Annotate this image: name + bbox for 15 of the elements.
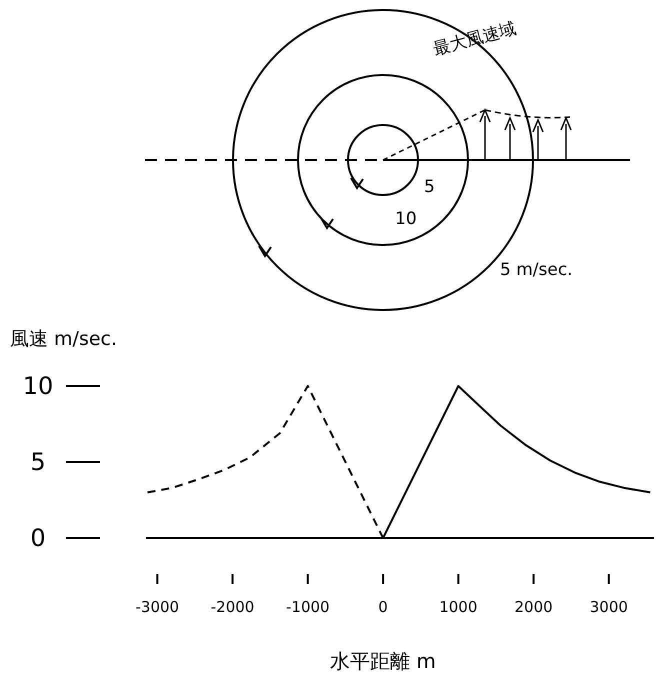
- y-tick-label: 5: [30, 448, 46, 476]
- x-tick-label: -3000: [135, 598, 180, 616]
- y-tick-label: 10: [22, 372, 54, 400]
- text: 5: [424, 177, 435, 197]
- x-tick-label: 0: [378, 598, 388, 616]
- x-tick-label: 2000: [514, 598, 553, 616]
- text: 10: [395, 209, 417, 229]
- x-tick-label: 1000: [439, 598, 478, 616]
- y-axis-title: 風速 m/sec.: [10, 328, 118, 350]
- x-tick-label: -1000: [286, 598, 330, 616]
- x-axis-title: 水平距離 m: [330, 649, 436, 673]
- x-tick-label: -2000: [210, 598, 254, 616]
- x-tick-label: 3000: [590, 598, 628, 616]
- y-tick-label: 0: [30, 524, 46, 552]
- text: 5 m/sec.: [500, 260, 573, 280]
